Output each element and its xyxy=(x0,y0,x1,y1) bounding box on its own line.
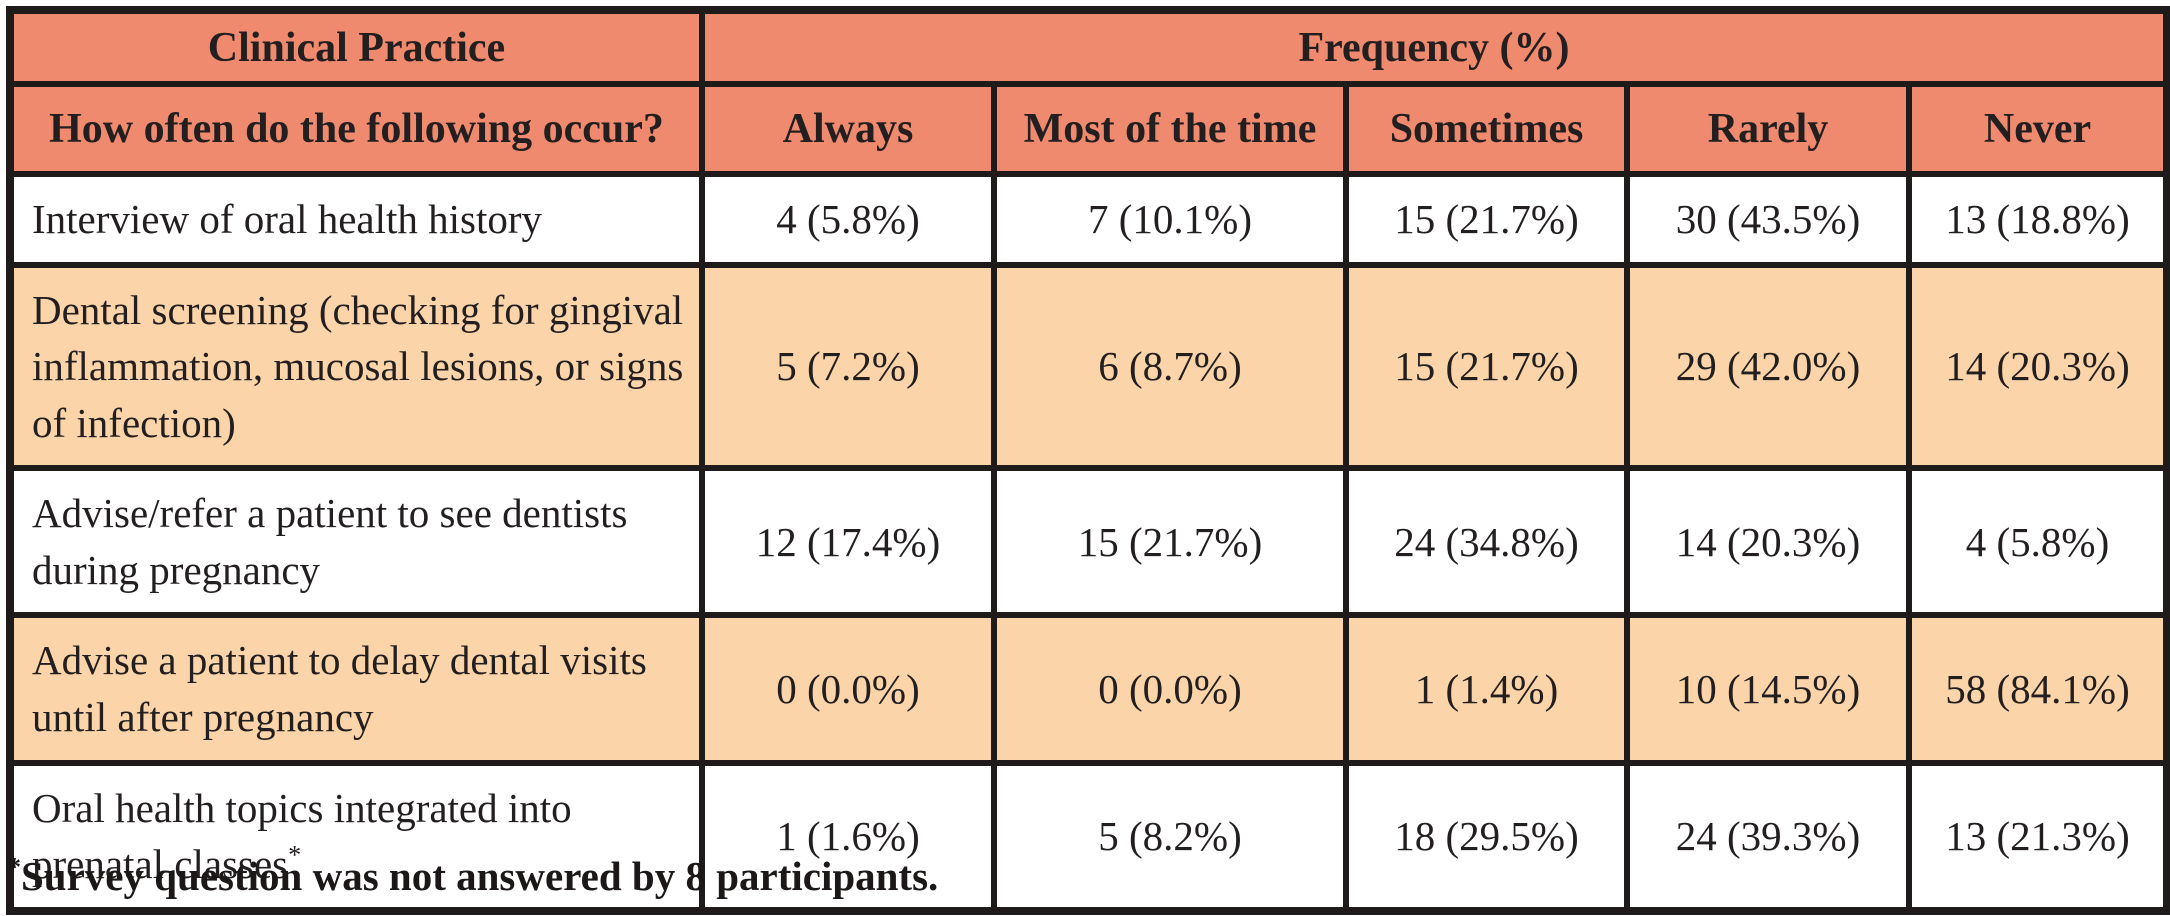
table-body: Interview of oral health history 4 (5.8%)… xyxy=(7,171,2170,914)
row-label: Dental screening (checking for gingival … xyxy=(7,261,705,472)
frequency-value: 10 (14.5%) xyxy=(1624,612,1912,766)
row-footnote-marker: * xyxy=(288,840,302,870)
header-clinical-practice: Clinical Practice xyxy=(7,7,705,87)
frequency-value: 0 (0.0%) xyxy=(699,612,997,766)
frequency-value: 13 (18.8%) xyxy=(1905,171,2170,268)
table-row: Interview of oral health history 4 (5.8%)… xyxy=(7,171,2170,268)
header-col-always: Always xyxy=(699,81,997,177)
header-col-never: Never xyxy=(1905,81,2170,177)
frequency-value: 15 (21.7%) xyxy=(991,465,1349,619)
frequency-value: 5 (7.2%) xyxy=(699,261,997,472)
frequency-value: 15 (21.7%) xyxy=(1343,261,1630,472)
row-label: Interview of oral health history xyxy=(7,171,705,268)
frequency-value: 0 (0.0%) xyxy=(991,612,1349,766)
frequency-value: 4 (5.8%) xyxy=(699,171,997,268)
row-label: Advise/refer a patient to see dentists d… xyxy=(7,465,705,619)
table-row: Dental screening (checking for gingival … xyxy=(7,261,2170,472)
header-question: How often do the following occur? xyxy=(7,81,705,177)
header-col-sometimes: Sometimes xyxy=(1343,81,1630,177)
table-footnote: *Survey question was not answered by 8 p… xyxy=(8,852,938,900)
frequency-value: 1 (1.6%) xyxy=(699,759,997,914)
header-frequency: Frequency (%) xyxy=(698,7,2170,87)
frequency-value: 1 (1.4%) xyxy=(1343,612,1630,766)
frequency-value: 5 (8.2%) xyxy=(991,759,1349,914)
frequency-value: 18 (29.5%) xyxy=(1343,759,1630,914)
frequency-value: 58 (84.1%) xyxy=(1905,612,2170,766)
clinical-practice-frequency-table: Clinical Practice Frequency (%) How ofte… xyxy=(6,6,2170,915)
frequency-value: 4 (5.8%) xyxy=(1905,465,2170,619)
frequency-value: 6 (8.7%) xyxy=(991,261,1349,472)
frequency-value: 24 (34.8%) xyxy=(1343,465,1630,619)
table-header-row-columns: How often do the following occur? Always… xyxy=(7,81,2170,177)
footnote-asterisk: * xyxy=(8,852,21,882)
table-header-row-group: Clinical Practice Frequency (%) xyxy=(7,7,2170,87)
row-label: Oral health topics integrated into prena… xyxy=(7,759,705,914)
header-col-rarely: Rarely xyxy=(1624,81,1912,177)
frequency-value: 24 (39.3%) xyxy=(1624,759,1912,914)
row-label: Advise a patient to delay dental visits … xyxy=(7,612,705,766)
frequency-value: 29 (42.0%) xyxy=(1624,261,1912,472)
frequency-value: 30 (43.5%) xyxy=(1624,171,1912,268)
table-row: Oral health topics integrated into prena… xyxy=(7,759,2170,914)
header-col-most-of-the-time: Most of the time xyxy=(991,81,1349,177)
table-row: Advise/refer a patient to see dentists d… xyxy=(7,465,2170,619)
frequency-value: 7 (10.1%) xyxy=(991,171,1349,268)
table-row: Advise a patient to delay dental visits … xyxy=(7,612,2170,766)
frequency-value: 12 (17.4%) xyxy=(699,465,997,619)
frequency-value: 14 (20.3%) xyxy=(1624,465,1912,619)
frequency-value: 14 (20.3%) xyxy=(1905,261,2170,472)
footnote-text: Survey question was not answered by 8 pa… xyxy=(21,853,939,899)
frequency-value: 15 (21.7%) xyxy=(1343,171,1630,268)
frequency-value: 13 (21.3%) xyxy=(1905,759,2170,914)
